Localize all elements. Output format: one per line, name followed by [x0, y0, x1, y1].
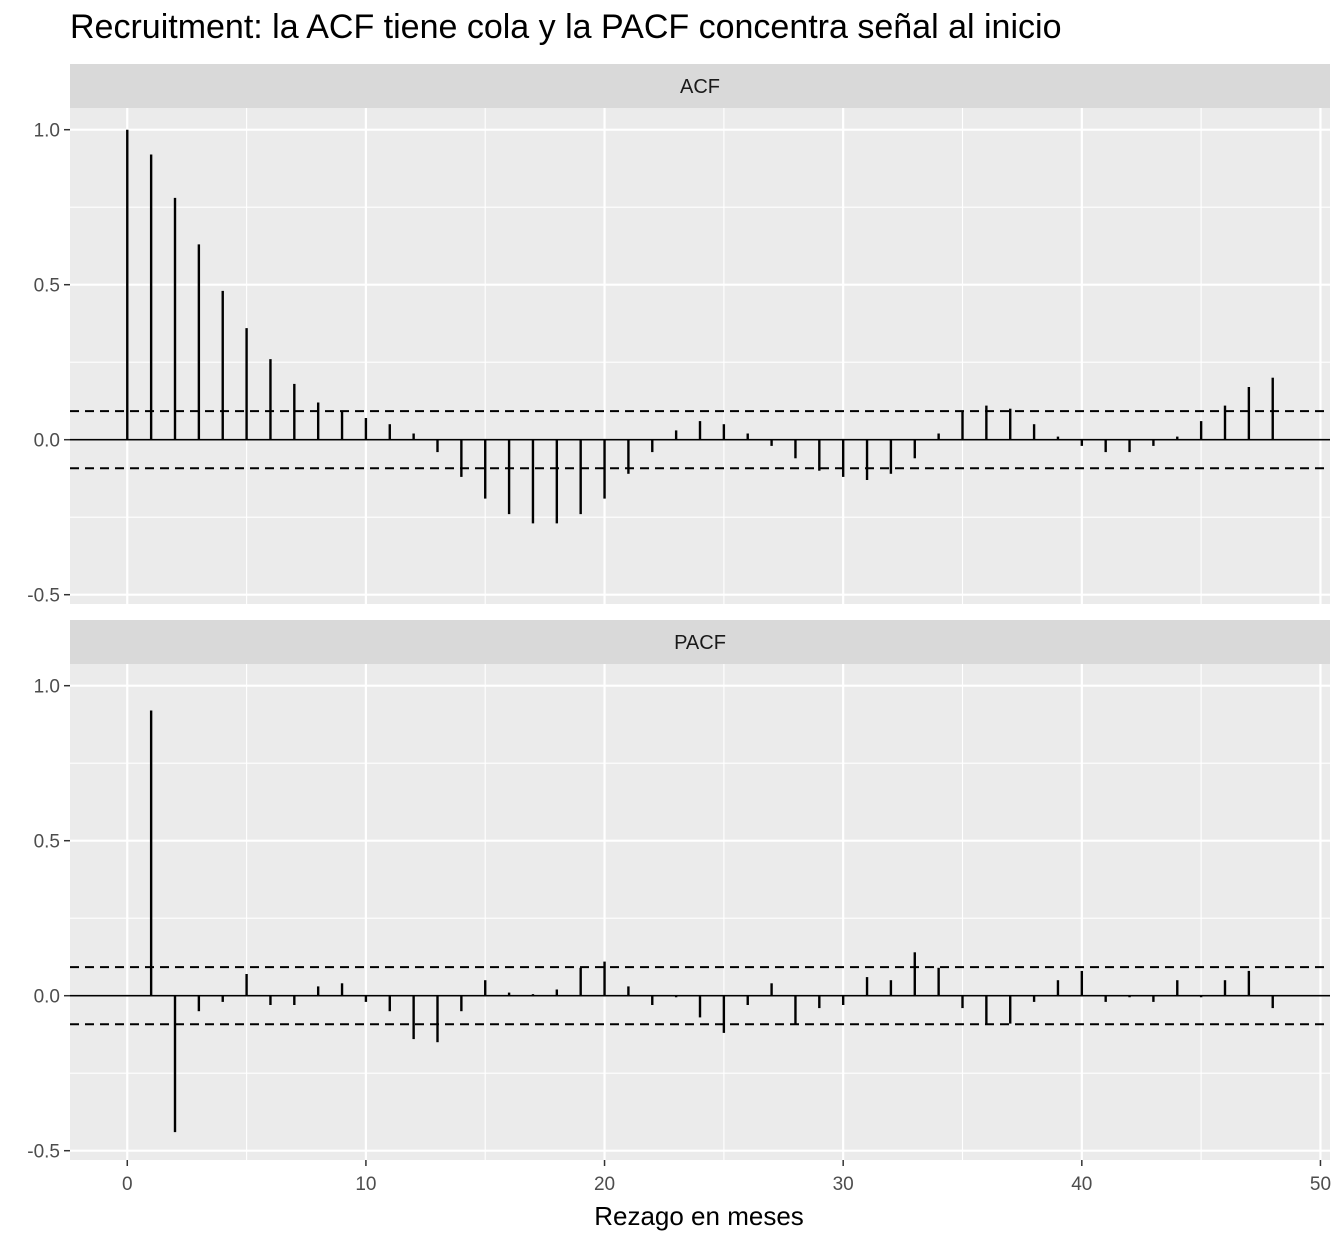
chart-title: Recruitment: la ACF tiene cola y la PACF… [70, 8, 1062, 46]
pacf-plot-background [70, 664, 1330, 1160]
acf-panel: ACF -0.5 0.0 0.5 1.0 [27, 64, 1330, 607]
pacf-panel: PACF -0.5 0.0 0.5 1.0 [27, 620, 1330, 1163]
pacf-y-tick-label: 0.5 [34, 832, 60, 853]
acf-y-tick-label: 1.0 [34, 121, 60, 142]
x-tick-label: 0 [122, 1174, 133, 1195]
pacf-strip [70, 620, 1330, 664]
acf-strip [70, 64, 1330, 108]
acf-y-tick-label: 0.0 [34, 431, 60, 452]
x-tick-label: 30 [833, 1174, 854, 1195]
x-tick-label: 50 [1310, 1174, 1331, 1195]
pacf-y-tick-label: 1.0 [34, 677, 60, 698]
pacf-strip-label: PACF [674, 632, 726, 654]
x-axis-title: Rezago en meses [594, 1201, 804, 1231]
pacf-y-tick-label: -0.5 [27, 1142, 60, 1163]
x-tick-label: 20 [594, 1174, 615, 1195]
acf-plot-background [70, 108, 1330, 604]
acf-y-tick-label: 0.5 [34, 276, 60, 297]
x-tick-label: 10 [355, 1174, 376, 1195]
acf-strip-label: ACF [680, 76, 720, 98]
acf-y-tick-label: -0.5 [27, 586, 60, 607]
x-tick-label: 40 [1071, 1174, 1092, 1195]
pacf-y-tick-label: 0.0 [34, 987, 60, 1008]
